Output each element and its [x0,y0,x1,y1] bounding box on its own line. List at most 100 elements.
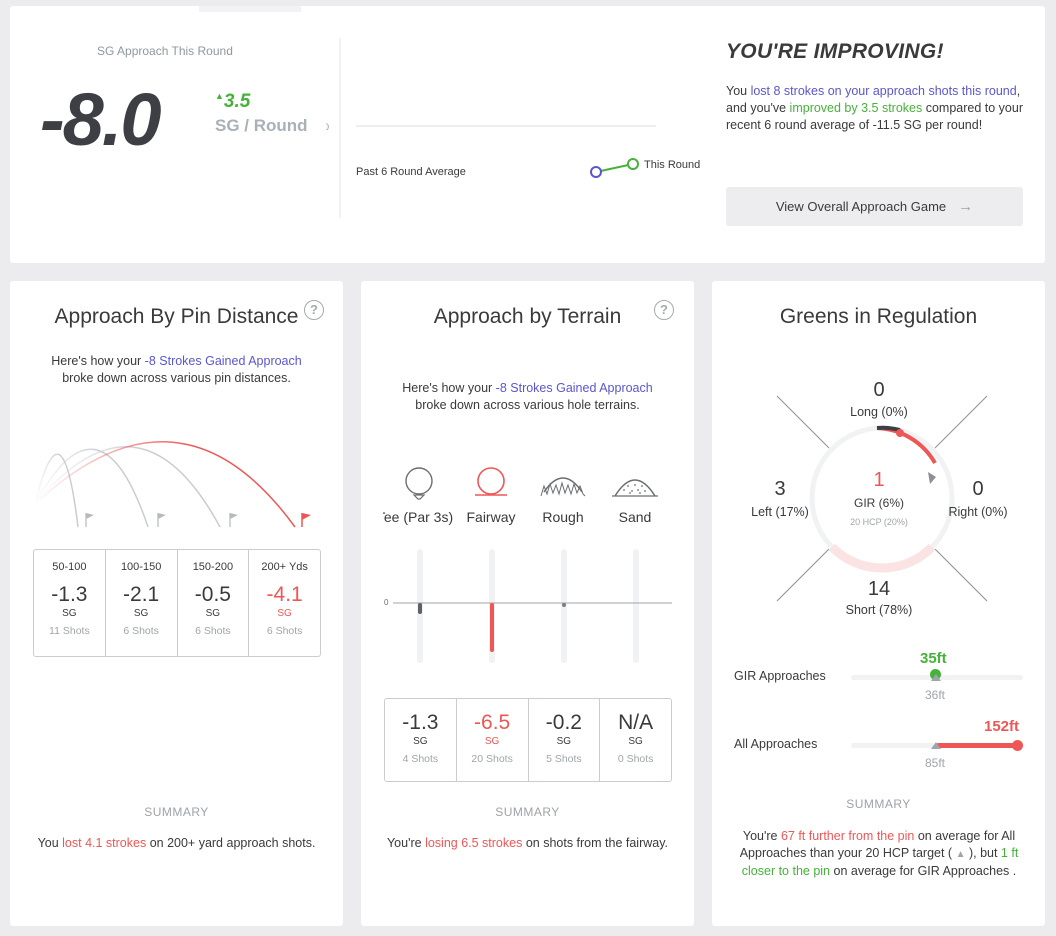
gir-long-num: 0 [873,379,885,401]
arc-50-100 [34,453,79,528]
pin-summary-red: lost 4.1 strokes [62,836,147,850]
gir-actual-arc [876,425,901,432]
sg-label: SG Approach This Round [97,44,233,58]
gir-summary-heading: SUMMARY [846,797,911,811]
trend-change-line [595,163,634,173]
terrain-summary-1: You're [386,836,426,850]
stat-unit: SG [484,736,500,747]
gir-left-label: Left (17%) [751,505,809,519]
gir-title: Greens in Regulation [779,305,978,328]
terrain-track [633,549,639,663]
terrain-help-icon[interactable]: ? [654,300,674,320]
improving-lost: lost 8 strokes on your approach shots th… [750,84,1017,98]
pin-distance-title: Approach By Pin Distance [54,305,299,328]
view-overall-approach-button[interactable]: View Overall Approach Game → [726,187,1023,226]
arc-150-200 [34,446,221,528]
stat-unit: SG [62,608,77,619]
gir-right-label: Right (0%) [948,505,1008,519]
flag-icon [85,513,94,527]
terrain-stats-table: -1.3 SG 4 Shots -6.5 SG 20 Shots -0.2 SG 5 Sho… [384,698,672,782]
top-tab[interactable] [199,6,301,12]
stat-shots: 20 Shots [471,753,513,765]
up-arrow-icon: ▲ [215,91,224,101]
trend-past-point[interactable] [590,166,602,178]
stat-unit: SG [205,608,221,619]
pin-distance-card: Approach By Pin Distance ? Here's how yo… [10,281,343,926]
terrain-stat[interactable]: N/A SG 0 Shots [600,699,671,781]
gir-diagram [776,395,988,602]
terrain-bar-fairway[interactable] [490,603,494,652]
flag-red-icon [301,513,311,527]
terrain-sand[interactable]: Sand [599,466,671,525]
stat-range: 200+ Yds [261,561,308,573]
trend-this-point[interactable] [627,158,639,170]
improving-improved: improved by 3.5 strokes [789,101,923,115]
terrain-stat[interactable]: -0.2 SG 5 Shots [529,699,601,781]
arrow-right-icon: → [958,198,974,215]
terrain-intro-1: Here's how your [402,381,496,395]
terrain-stat[interactable]: -1.3 SG 4 Shots [385,699,457,781]
pin-intro: Here's how your -8 Strokes Gained Approa… [50,353,303,387]
pin-intro-link[interactable]: -8 Strokes Gained Approach [144,354,302,368]
terrain-tee[interactable]: Tee (Par 3s) [383,466,455,525]
stat-value: -1.3 [51,583,88,606]
stat-shots: 4 Shots [402,753,439,765]
stat-unit: SG [133,608,149,619]
all-approaches-target: 85ft [925,756,946,770]
terrain-rough[interactable]: Rough [527,466,599,525]
gir-approaches-target-icon [931,674,941,681]
stat-value: -0.5 [194,583,231,606]
gir-approaches-target: 36ft [925,688,946,702]
terrain-bar-chart: 0 [384,549,672,663]
terrain-summary-2: on shots from the fairway. [522,836,669,850]
pin-stat[interactable]: 50-100 -1.3 SG 11 Shots [34,550,106,656]
terrain-fairway[interactable]: Fairway [455,466,527,525]
terrain-bar-tee[interactable] [418,603,422,614]
improving-text: You lost 8 strokes on your approach shot… [726,83,1026,134]
stat-unit: SG [413,736,428,747]
terrain-bar-rough[interactable] [562,603,566,607]
improving-text-3: compared to your recent 6 round average … [726,101,1023,132]
stat-range: 150-200 [192,561,234,573]
terrain-intro-link[interactable]: -8 Strokes Gained Approach [495,381,653,395]
trend-past-label: Past 6 Round Average [356,166,466,178]
terrain-zero-label: 0 [384,598,389,607]
improving-text-1: You [726,84,751,98]
pin-distance-arcs [34,441,311,528]
sand-icon [612,479,658,497]
gir-long-label: Long (0%) [850,405,908,419]
all-approaches-handle[interactable] [1012,740,1023,751]
stat-shots: 11 Shots [49,625,90,637]
stat-shots: 6 Shots [195,625,231,637]
terrain-sand-label: Sand [618,509,652,525]
gir-diag-line [934,395,988,449]
trend-chart: 0 Past 6 Round Average This Round [326,38,700,218]
improving-text-2: , and you've [726,84,1021,115]
all-approaches-value: 152ft [984,718,1020,735]
sg-approach-card: SG Approach This Round -8.0 ▲3.5 SG / Ro… [10,6,1045,263]
pin-stat[interactable]: 150-200 -0.5 SG 6 Shots [178,550,250,656]
pin-help-icon[interactable]: ? [304,300,324,320]
stat-value: -1.3 [402,711,439,734]
stat-shots: 5 Shots [546,753,582,765]
terrain-card: Approach by Terrain ? Here's how your -8… [361,281,694,926]
pin-stat[interactable]: 100-150 -2.1 SG 6 Shots [106,550,178,656]
gir-target-triangle-icon [928,472,936,484]
sg-delta: ▲3.5 [215,91,250,113]
terrain-icons: Tee (Par 3s) Fairway Rough Sand [383,466,673,536]
fairway-ball-icon [475,467,507,496]
gir-diag-line [934,548,988,602]
terrain-stat[interactable]: -6.5 SG 20 Shots [457,699,529,781]
sg-unit: SG / Round [215,116,308,135]
gir-marker[interactable] [896,429,904,437]
view-overall-approach-label: View Overall Approach Game [775,199,947,214]
gir-center-label: GIR (6%) [853,496,904,510]
arc-100-150 [34,448,149,528]
pin-stat[interactable]: 200+ Yds -4.1 SG 6 Shots [249,550,320,656]
stat-shots: 6 Shots [123,625,159,637]
gir-center-sub: 20 HCP (20%) [850,517,908,527]
terrain-summary-red: losing 6.5 strokes [425,836,523,850]
pin-stats-table: 50-100 -1.3 SG 11 Shots 100-150 -2.1 SG 6 Shot… [33,549,321,657]
gir-summary-2: on average for All Approaches than your … [739,829,1016,860]
all-approaches-fill [936,743,1020,748]
